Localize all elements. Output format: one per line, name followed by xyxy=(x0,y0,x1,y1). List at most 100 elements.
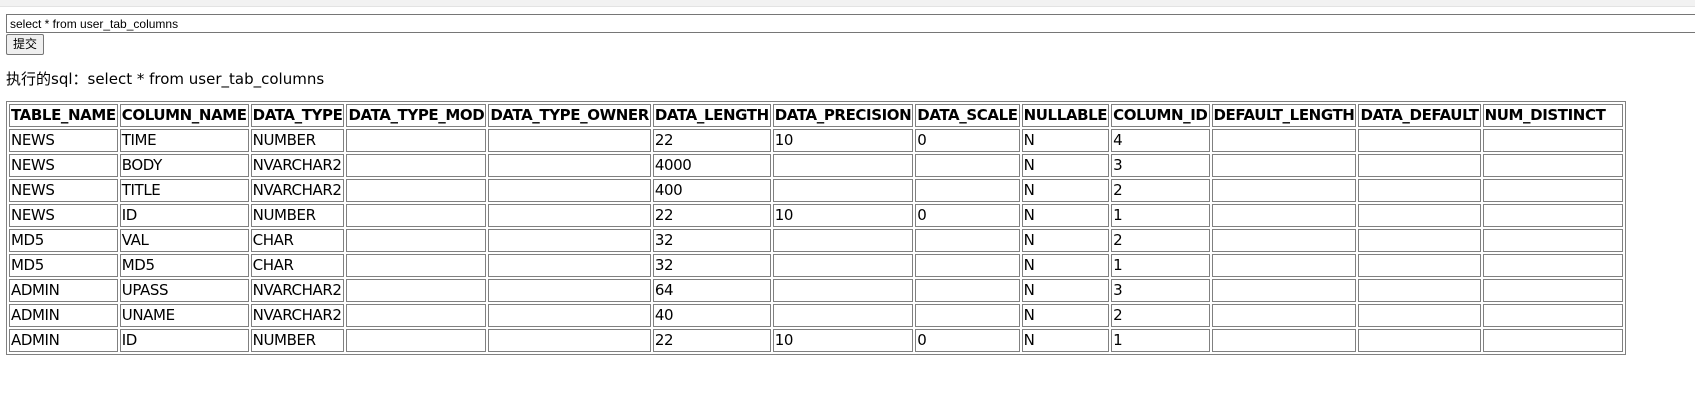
table-row: NEWS ID NUMBER 22 10 0 N 1 xyxy=(9,204,1623,227)
cell-nullable: N xyxy=(1021,329,1110,352)
cell-data-type: NVARCHAR2 xyxy=(250,154,345,177)
cell-column-name: BODY xyxy=(119,154,249,177)
cell-data-type: NUMBER xyxy=(250,329,345,352)
column-header-table-name: TABLE_NAME xyxy=(9,104,118,127)
cell-data-type-owner xyxy=(488,254,651,277)
cell-nullable: N xyxy=(1021,304,1110,327)
cell-data-type-owner xyxy=(488,279,651,302)
cell-data-scale xyxy=(915,154,1020,177)
cell-column-id: 4 xyxy=(1111,129,1210,152)
cell-default-length xyxy=(1211,129,1357,152)
cell-data-precision: 10 xyxy=(772,129,914,152)
table-row: NEWS TIME NUMBER 22 10 0 N 4 xyxy=(9,129,1623,152)
cell-data-precision xyxy=(772,304,914,327)
cell-default-length xyxy=(1211,279,1357,302)
cell-table-name: NEWS xyxy=(9,154,118,177)
table-row: ADMIN UPASS NVARCHAR2 64 N 3 xyxy=(9,279,1623,302)
cell-data-scale xyxy=(915,254,1020,277)
cell-data-type-mod xyxy=(346,254,487,277)
cell-data-type-mod xyxy=(346,329,487,352)
cell-data-type-owner xyxy=(488,154,651,177)
cell-data-type: NVARCHAR2 xyxy=(250,279,345,302)
cell-data-scale: 0 xyxy=(915,329,1020,352)
cell-table-name: NEWS xyxy=(9,179,118,202)
cell-column-id: 1 xyxy=(1111,254,1210,277)
cell-data-precision xyxy=(772,154,914,177)
table-header-row: TABLE_NAME COLUMN_NAME DATA_TYPE DATA_TYPE_… xyxy=(9,104,1623,127)
cell-data-precision: 10 xyxy=(772,329,914,352)
cell-num-distinct xyxy=(1482,129,1623,152)
cell-column-name: TITLE xyxy=(119,179,249,202)
cell-default-length xyxy=(1211,329,1357,352)
table-row: NEWS BODY NVARCHAR2 4000 N 3 xyxy=(9,154,1623,177)
cell-data-scale xyxy=(915,304,1020,327)
cell-data-type-owner xyxy=(488,204,651,227)
cell-data-type: NUMBER xyxy=(250,129,345,152)
column-header-data-type-mod: DATA_TYPE_MOD xyxy=(346,104,487,127)
cell-column-name: ID xyxy=(119,204,249,227)
cell-default-length xyxy=(1211,179,1357,202)
cell-nullable: N xyxy=(1021,254,1110,277)
cell-data-type: NVARCHAR2 xyxy=(250,179,345,202)
cell-data-scale: 0 xyxy=(915,204,1020,227)
cell-data-precision xyxy=(772,229,914,252)
cell-column-id: 3 xyxy=(1111,279,1210,302)
cell-data-scale xyxy=(915,229,1020,252)
cell-data-length: 64 xyxy=(652,279,771,302)
cell-data-length: 22 xyxy=(652,129,771,152)
cell-data-type: NUMBER xyxy=(250,204,345,227)
column-header-column-id: COLUMN_ID xyxy=(1111,104,1210,127)
cell-data-length: 32 xyxy=(652,254,771,277)
cell-data-precision xyxy=(772,254,914,277)
table-row: MD5 MD5 CHAR 32 N 1 xyxy=(9,254,1623,277)
cell-num-distinct xyxy=(1482,304,1623,327)
cell-data-scale xyxy=(915,279,1020,302)
table-row: ADMIN ID NUMBER 22 10 0 N 1 xyxy=(9,329,1623,352)
cell-data-scale xyxy=(915,179,1020,202)
cell-data-type: CHAR xyxy=(250,229,345,252)
cell-data-type-owner xyxy=(488,179,651,202)
column-header-data-type: DATA_TYPE xyxy=(250,104,345,127)
table-row: MD5 VAL CHAR 32 N 2 xyxy=(9,229,1623,252)
cell-table-name: ADMIN xyxy=(9,329,118,352)
sql-input[interactable] xyxy=(6,14,1695,33)
cell-data-type: CHAR xyxy=(250,254,345,277)
table-row: NEWS TITLE NVARCHAR2 400 N 2 xyxy=(9,179,1623,202)
cell-column-id: 2 xyxy=(1111,229,1210,252)
cell-default-length xyxy=(1211,204,1357,227)
column-header-num-distinct: NUM_DISTINCT xyxy=(1482,104,1623,127)
cell-nullable: N xyxy=(1021,154,1110,177)
cell-data-default xyxy=(1358,254,1481,277)
cell-nullable: N xyxy=(1021,179,1110,202)
cell-data-type-mod xyxy=(346,154,487,177)
cell-data-length: 32 xyxy=(652,229,771,252)
cell-num-distinct xyxy=(1482,154,1623,177)
cell-column-name: TIME xyxy=(119,129,249,152)
cell-data-precision xyxy=(772,179,914,202)
cell-column-id: 2 xyxy=(1111,304,1210,327)
cell-num-distinct xyxy=(1482,254,1623,277)
cell-nullable: N xyxy=(1021,129,1110,152)
cell-data-default xyxy=(1358,329,1481,352)
cell-data-default xyxy=(1358,129,1481,152)
cell-default-length xyxy=(1211,229,1357,252)
submit-button[interactable]: 提交 xyxy=(6,34,45,55)
cell-column-name: MD5 xyxy=(119,254,249,277)
cell-data-length: 22 xyxy=(652,329,771,352)
column-header-default-length: DEFAULT_LENGTH xyxy=(1211,104,1357,127)
cell-default-length xyxy=(1211,304,1357,327)
cell-column-id: 3 xyxy=(1111,154,1210,177)
cell-data-length: 40 xyxy=(652,304,771,327)
table-body: NEWS TIME NUMBER 22 10 0 N 4 NEWS BODY NVARCHAR2 40… xyxy=(9,129,1623,352)
cell-table-name: MD5 xyxy=(9,229,118,252)
column-header-data-type-owner: DATA_TYPE_OWNER xyxy=(488,104,651,127)
cell-nullable: N xyxy=(1021,204,1110,227)
cell-num-distinct xyxy=(1482,179,1623,202)
executed-sql-query: select * from user_tab_columns xyxy=(87,70,325,88)
cell-data-type-owner xyxy=(488,304,651,327)
cell-data-precision xyxy=(772,279,914,302)
executed-sql-label: 执行的sql： xyxy=(6,70,88,88)
column-header-column-name: COLUMN_NAME xyxy=(119,104,249,127)
cell-data-default xyxy=(1358,179,1481,202)
cell-data-type-owner xyxy=(488,229,651,252)
